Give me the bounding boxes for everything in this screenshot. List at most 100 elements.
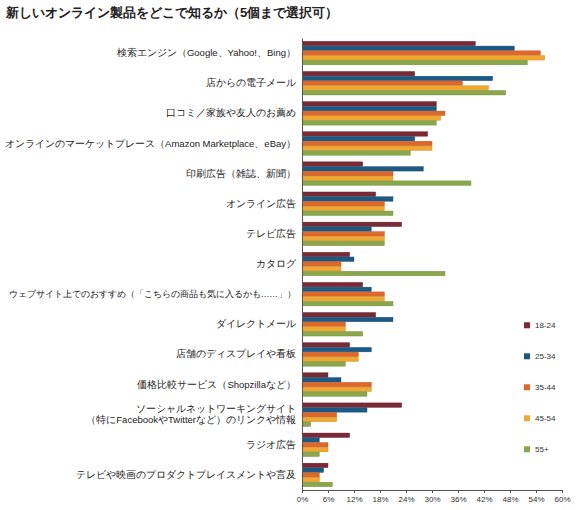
x-axis-line <box>303 491 563 494</box>
bar <box>302 222 402 226</box>
bar-series <box>302 56 545 482</box>
bar <box>302 412 337 416</box>
bar <box>302 192 376 196</box>
chart-svg: 新しいオンライン製品をどこで知るか（5個まで選択可）0%6%12%18%24%3… <box>0 0 580 510</box>
x-tick-label: 18% <box>372 495 388 504</box>
legend-item: 35-44 <box>524 383 556 392</box>
x-tick-mark <box>562 490 563 493</box>
category-label: 店舗のディスプレイや看板 <box>176 348 296 359</box>
bar <box>302 257 354 261</box>
bar <box>302 317 393 321</box>
bar <box>302 438 319 442</box>
x-tick-mark <box>536 490 537 493</box>
bar <box>302 90 506 94</box>
legend-item: 55+ <box>524 445 549 454</box>
bars <box>302 41 545 486</box>
bar <box>302 282 363 286</box>
bar <box>302 301 393 305</box>
legend-swatch <box>524 446 530 452</box>
x-tick-mark <box>458 490 459 493</box>
x-tick: 30% <box>424 490 440 504</box>
bar <box>302 262 341 266</box>
y-axis: 検索エンジン（Google、Yahoo!、Bing） 店からの電子メール口コミ／家… <box>5 39 302 491</box>
x-tick-mark <box>328 490 329 493</box>
x-tick: 18% <box>372 490 388 504</box>
x-tick: 6% <box>323 490 335 504</box>
legend-swatch <box>524 384 530 390</box>
category-label: ラジオ広告 <box>246 439 296 450</box>
y-tick: ウェブサイト上でのおすすめ（「こちらの商品も気に入るかも……」） <box>9 289 302 299</box>
bar <box>302 151 410 155</box>
legend-swatch <box>524 322 530 328</box>
bar <box>302 76 493 80</box>
bar <box>302 297 384 301</box>
bar <box>302 312 376 316</box>
bar <box>302 292 384 296</box>
x-tick-label: 36% <box>450 495 466 504</box>
bar <box>302 373 328 377</box>
bar <box>302 378 341 382</box>
chart-container: 新しいオンライン製品をどこで知るか（5個まで選択可）0%6%12%18%24%3… <box>0 0 580 510</box>
category-label: テレビや映画のプロダクトプレイスメントや言及 <box>76 469 296 480</box>
x-tick: 36% <box>450 490 466 504</box>
legend-swatch <box>524 415 530 421</box>
x-tick-label: 48% <box>502 495 518 504</box>
category-label: 口コミ／家族や友人のお薦め <box>166 107 296 118</box>
bar <box>302 382 371 386</box>
category-label-line: （特にFacebookやTwitterなど）のリンクや情報 <box>86 414 296 425</box>
category-label: オンライン広告 <box>226 198 296 209</box>
bar <box>302 206 384 210</box>
bar <box>302 463 328 467</box>
bar <box>302 422 311 426</box>
category-label: 検索エンジン（Google、Yahoo!、Bing） <box>117 47 296 58</box>
y-tick: テレビ広告 <box>246 228 302 239</box>
x-tick-mark <box>380 490 381 493</box>
bar <box>302 46 514 50</box>
x-tick: 48% <box>502 490 518 504</box>
bar <box>302 452 319 456</box>
y-tick: ダイレクトメール <box>216 318 302 329</box>
y-tick: 口コミ／家族や友人のお薦め <box>166 107 302 118</box>
y-tick: テレビや映画のプロダクトプレイスメントや言及 <box>76 469 302 480</box>
y-tick: 店舗のディスプレイや看板 <box>176 348 302 359</box>
category-label-line: ソーシャルネットワーキングサイト <box>136 403 296 414</box>
legend-item: 45-54 <box>524 414 556 423</box>
legend-label: 25-34 <box>535 352 556 361</box>
y-tick: オンラインのマーケットプレース（Amazon Marketplace、eBay） <box>5 138 302 149</box>
bar <box>302 408 367 412</box>
category-label: カタログ <box>256 258 297 269</box>
bar <box>302 468 324 472</box>
y-tick: オンライン広告 <box>226 198 302 209</box>
bar <box>302 332 363 336</box>
category-label: 店からの電子メール <box>206 77 296 88</box>
x-tick: 0% <box>297 490 309 504</box>
bar <box>302 141 432 145</box>
bar <box>302 136 415 140</box>
bar <box>302 132 428 136</box>
x-tick-mark <box>484 490 485 493</box>
category-label: オンラインのマーケットプレース（Amazon Marketplace、eBay） <box>5 138 296 149</box>
x-tick-label: 30% <box>424 495 440 504</box>
chart-title: 新しいオンライン製品をどこで知るか（5個まで選択可） <box>5 5 338 20</box>
bar <box>302 162 363 166</box>
legend-label: 45-54 <box>535 414 556 423</box>
x-tick-label: 12% <box>346 495 362 504</box>
legend-item: 18-24 <box>524 321 556 330</box>
bar <box>302 227 371 231</box>
bar <box>302 211 393 215</box>
bar <box>302 287 371 291</box>
legend-swatch <box>524 353 530 359</box>
x-tick-label: 60% <box>554 495 570 504</box>
bar-series <box>302 41 475 467</box>
bar <box>302 473 319 477</box>
legend-label: 35-44 <box>535 383 556 392</box>
bar <box>302 482 332 486</box>
category-label: ソーシャルネットワーキングサイト（特にFacebookやTwitterなど）のリ… <box>86 403 296 425</box>
legend-item: 25-34 <box>524 352 556 361</box>
bar <box>302 343 350 347</box>
bar <box>302 357 358 361</box>
bar <box>302 167 423 171</box>
bar <box>302 241 384 245</box>
bar-series <box>302 60 527 486</box>
bar <box>302 433 350 437</box>
